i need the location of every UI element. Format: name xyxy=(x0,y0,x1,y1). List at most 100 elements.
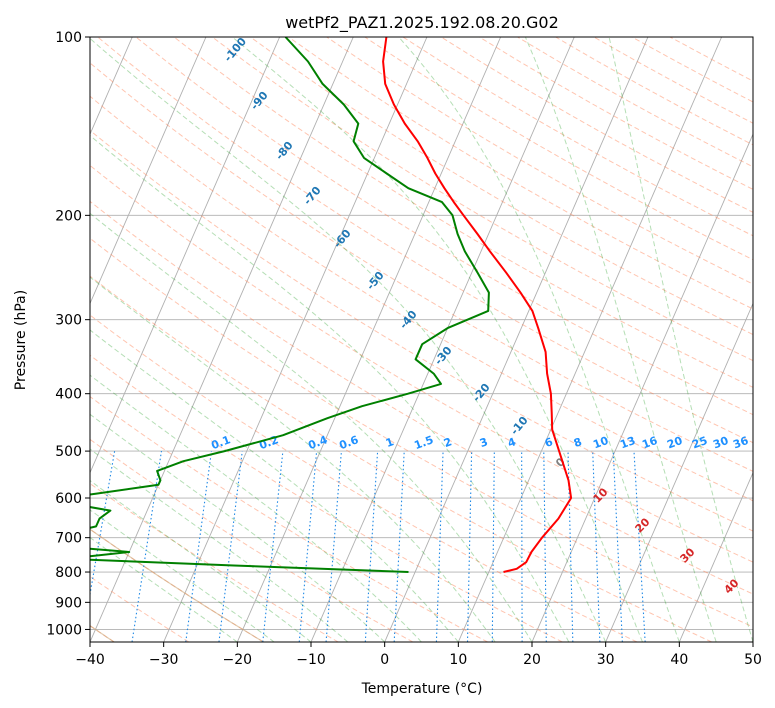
isobar-gridlines xyxy=(90,37,753,630)
mixing-ratio-label: 20 xyxy=(665,434,684,452)
moist-adiabat-line xyxy=(90,37,607,642)
isotherm-line xyxy=(752,640,753,642)
x-tick-label: 50 xyxy=(744,652,762,668)
moist-adiabat-label: 20 xyxy=(633,515,653,535)
isotherm-line xyxy=(90,37,354,642)
moist-adiabats xyxy=(90,37,753,642)
dry-adiabat-line xyxy=(517,37,753,168)
mixing-ratio-label: 3 xyxy=(478,435,490,450)
sounding-profiles xyxy=(90,37,573,573)
x-tick-label: 20 xyxy=(523,652,541,668)
temperature-profile-line xyxy=(382,37,573,573)
x-tick-label: −10 xyxy=(296,652,326,668)
isotherm-line xyxy=(384,37,649,642)
dry-adiabat-line xyxy=(90,314,638,642)
y-tick-label: 700 xyxy=(55,531,82,547)
x-axis-label: Temperature (°C) xyxy=(361,681,483,697)
mixing-ratio-label: 0.4 xyxy=(306,433,329,452)
dry-adiabat-line xyxy=(631,37,753,103)
x-tick-label: −20 xyxy=(223,652,253,668)
dry-adiabat-line xyxy=(555,37,753,146)
mixing-ratio-label: 6 xyxy=(543,435,555,450)
moist-adiabat-line xyxy=(90,448,349,642)
dry-adiabat-line xyxy=(90,95,753,502)
moist-adiabat-line xyxy=(90,536,238,642)
reference-line-labels: -100-90-80-70-60-50-40-30-20-100.1 0.2 0.4… xyxy=(209,35,750,597)
mixing-ratio-label: 30 xyxy=(711,434,730,452)
dry-adiabat-line xyxy=(173,37,753,388)
mixing-ratio-line xyxy=(592,451,601,642)
isotherm-line xyxy=(90,37,281,474)
moist-adiabat-line xyxy=(608,37,753,642)
mixing-ratio-label: 8 xyxy=(572,435,584,450)
x-tick-label: −40 xyxy=(75,652,105,668)
mixing-ratio-label: 1.5 xyxy=(412,433,435,452)
y-tick-label: 500 xyxy=(55,444,82,460)
dry-adiabat-line xyxy=(90,528,264,642)
dry-adiabat-line xyxy=(326,37,753,285)
isotherm-line xyxy=(163,37,428,642)
y-axis-label: Pressure (hPa) xyxy=(13,290,29,390)
y-tick-label: 200 xyxy=(55,208,82,224)
moist-adiabat-line xyxy=(524,37,717,642)
isotherm-line xyxy=(236,37,502,642)
dry-adiabats xyxy=(90,37,753,642)
y-tick-label: 400 xyxy=(55,387,82,403)
dry-adiabat-label: -60 xyxy=(331,227,354,251)
mixing-ratio-label: 2 xyxy=(442,435,454,450)
y-tick-label: 600 xyxy=(55,491,82,507)
dry-adiabat-line xyxy=(90,528,264,642)
moist-adiabat-line xyxy=(90,479,312,642)
dry-adiabat-line xyxy=(90,482,339,642)
mixing-ratio-line xyxy=(633,451,646,642)
mixing-ratio-line xyxy=(435,451,444,642)
moist-adiabat-line xyxy=(90,374,422,642)
x-tick-label: 0 xyxy=(380,652,389,668)
y-tick-label: 800 xyxy=(55,565,82,581)
dry-adiabat-label: -40 xyxy=(397,308,420,332)
y-tick-label: 900 xyxy=(55,595,82,611)
mixing-ratio-label: 0.1 xyxy=(209,433,232,452)
mixing-ratio-line xyxy=(262,451,284,642)
mixing-ratio-lines xyxy=(90,451,646,642)
dry-adiabat-line xyxy=(135,37,753,416)
isotherm-line xyxy=(678,471,753,642)
x-axis-ticks: −40 −30 −20 −10 0 10 20 30 40 50 xyxy=(75,642,762,668)
dry-adiabat-label: -50 xyxy=(364,269,387,293)
moist-adiabat-line xyxy=(90,276,496,642)
moist-adiabat-line xyxy=(231,37,643,642)
dry-adiabat-line xyxy=(90,354,563,642)
y-tick-label: 300 xyxy=(55,313,82,329)
isotherm-line xyxy=(457,37,723,642)
mixing-ratio-label: 36 xyxy=(731,434,750,452)
mixing-ratio-label: 16 xyxy=(640,434,659,452)
isotherm-line xyxy=(605,302,753,642)
dry-adiabat-label: -70 xyxy=(301,184,324,208)
dry-adiabat-label: -100 xyxy=(221,35,249,65)
dry-adiabat-line xyxy=(90,275,712,642)
plot-frame xyxy=(89,36,754,643)
moist-adiabat-line xyxy=(90,212,533,642)
mixing-ratio-label: 4 xyxy=(506,435,518,450)
x-tick-label: 40 xyxy=(670,652,688,668)
isotherm-line xyxy=(90,37,207,305)
dry-adiabat-line xyxy=(97,37,753,444)
moist-adiabat-line xyxy=(90,134,570,642)
isotherm-line xyxy=(310,37,575,642)
dry-adiabat-line xyxy=(90,237,753,628)
moist-adiabat-line xyxy=(90,509,275,642)
mixing-ratio-label: 10 xyxy=(591,434,610,452)
x-tick-label: 10 xyxy=(449,652,467,668)
y-axis-ticks: 100 200 300 400 500 600 700 800 900 1000 xyxy=(46,30,90,638)
y-tick-label: 1000 xyxy=(46,622,82,638)
dewpoint-profile-line xyxy=(90,37,490,573)
dry-adiabat-line xyxy=(90,164,753,563)
x-tick-label: −30 xyxy=(149,652,179,668)
dry-adiabat-label: -90 xyxy=(248,89,271,113)
moist-adiabat-label: 30 xyxy=(678,545,698,565)
dry-adiabat-line xyxy=(90,200,753,595)
moist-adiabat-line xyxy=(398,37,680,642)
dry-adiabat-line xyxy=(364,37,753,261)
dry-adiabat-label: -30 xyxy=(432,344,455,368)
